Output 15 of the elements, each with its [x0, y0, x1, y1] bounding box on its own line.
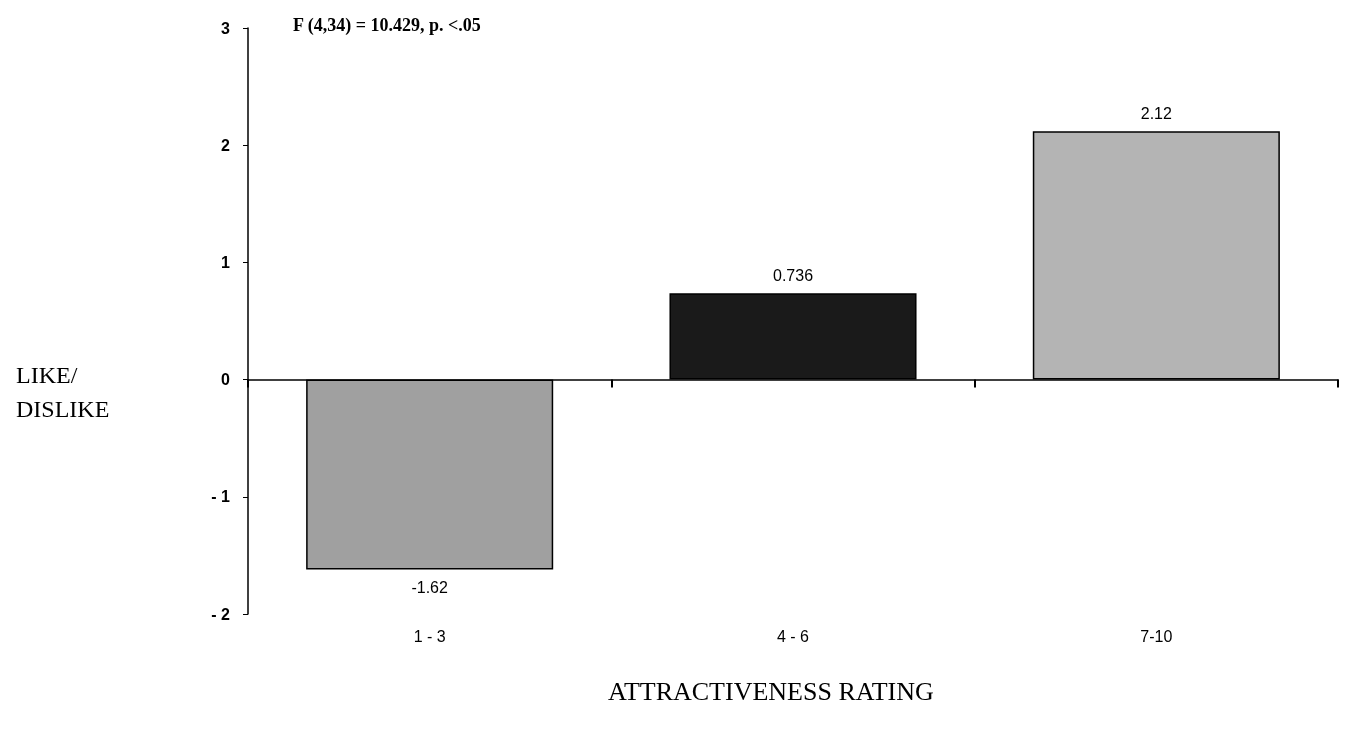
y-tick-label: - 2 [211, 605, 231, 623]
x-tick-label: 4 - 6 [776, 627, 810, 645]
y-tick-label: 0 [221, 371, 231, 389]
data-label: 2.12 [1140, 104, 1173, 122]
y-tick-label: - 1 [211, 488, 231, 506]
x-tick-label: 7-10 [1140, 627, 1173, 645]
x-tick-label: 1 - 3 [413, 627, 446, 645]
data-label: -1.62 [411, 578, 448, 596]
x-axis-title: ATTRACTIVENESS RATING [608, 676, 934, 706]
y-tick-label: 2 [221, 136, 231, 154]
annotation: F (4,34) = 10.429, p. <.05 [293, 15, 481, 36]
y-tick-label: 1 [221, 253, 231, 271]
y-tick-label: 3 [221, 19, 231, 37]
y-axis-title: LIKE/ DISLIKE [16, 362, 110, 422]
data-label: 0.736 [772, 266, 814, 284]
